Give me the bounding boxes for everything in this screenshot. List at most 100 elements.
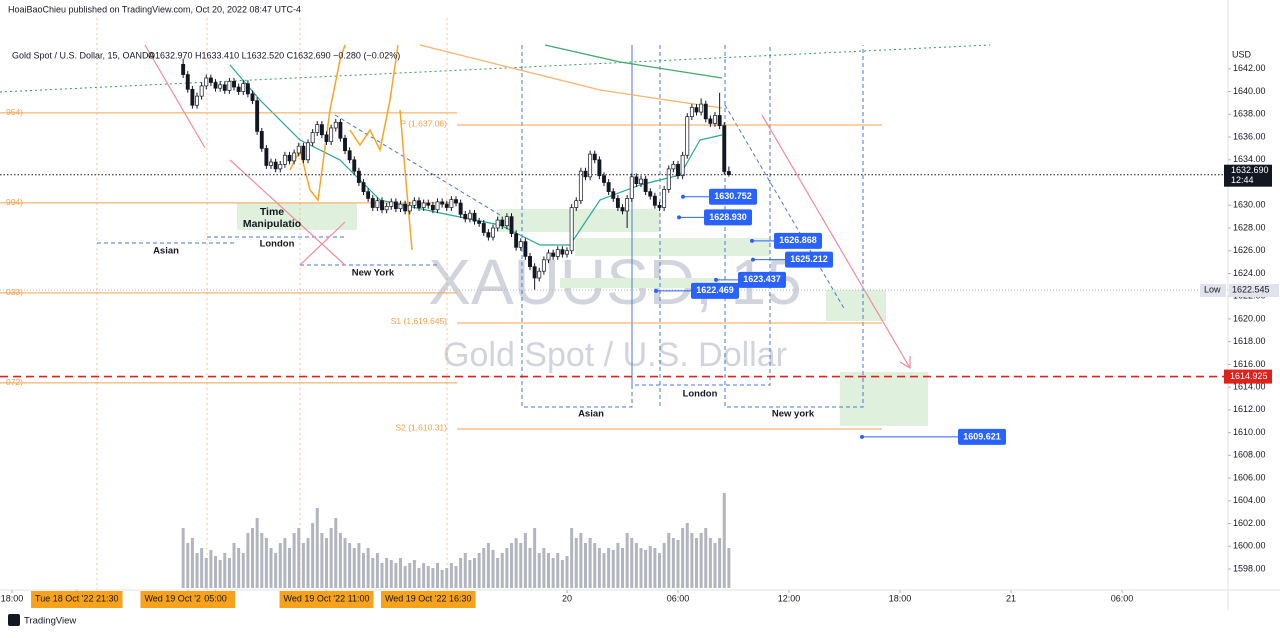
candle-body bbox=[324, 134, 329, 142]
watermark-subtitle: Gold Spot / U.S. Dollar bbox=[443, 336, 787, 374]
price-mark-box bbox=[785, 251, 833, 268]
price-mark-dot bbox=[681, 194, 685, 199]
y-tick-label: 1610.00 bbox=[1233, 427, 1266, 437]
candle-body bbox=[518, 241, 523, 248]
low-text: Low bbox=[1204, 284, 1221, 294]
candle-body bbox=[481, 223, 486, 233]
candle-body bbox=[222, 84, 227, 91]
y-tick-label: 1620.00 bbox=[1233, 313, 1266, 323]
volume-bar bbox=[445, 568, 449, 588]
price-mark-dot bbox=[751, 257, 755, 262]
candle-body bbox=[514, 233, 519, 248]
volume-bar bbox=[630, 538, 634, 588]
price-mark-box bbox=[704, 209, 752, 226]
candle-body bbox=[282, 154, 287, 165]
candle-body bbox=[250, 93, 255, 102]
candle-body bbox=[606, 182, 611, 192]
volume-bar bbox=[320, 533, 324, 588]
candle-body bbox=[301, 145, 306, 161]
volume-bar bbox=[408, 563, 412, 588]
volume-bar bbox=[306, 538, 310, 588]
candle-body bbox=[565, 250, 569, 255]
volume-bar bbox=[722, 493, 726, 588]
volume-bar bbox=[223, 553, 227, 588]
volume-bar bbox=[616, 543, 620, 588]
candle-body bbox=[500, 219, 505, 227]
volume-bar bbox=[278, 543, 282, 588]
volume-bar bbox=[625, 533, 629, 588]
candle-body bbox=[218, 84, 223, 89]
session-boxes bbox=[97, 45, 864, 408]
countdown: 12:44 bbox=[1231, 175, 1254, 185]
volume-bar bbox=[542, 548, 546, 588]
candle-body bbox=[477, 220, 482, 224]
y-tick-label: 1636.00 bbox=[1233, 131, 1266, 141]
volume-bar bbox=[648, 546, 652, 588]
volume-bar bbox=[547, 553, 551, 588]
x-tick-label: 06:00 bbox=[667, 593, 690, 603]
candle-body bbox=[504, 216, 509, 227]
candle-body bbox=[625, 198, 630, 212]
y-tick-label: 1634.00 bbox=[1233, 154, 1266, 164]
y-tick-label: 1606.00 bbox=[1233, 472, 1266, 482]
volume-bar bbox=[496, 558, 500, 588]
candle-body bbox=[204, 77, 209, 87]
volume-bar bbox=[283, 538, 287, 588]
candle-body bbox=[393, 201, 398, 210]
volume-bar bbox=[227, 558, 231, 588]
volume-bar bbox=[482, 548, 486, 588]
y-tick-label: 1602.00 bbox=[1233, 518, 1266, 528]
candle-body bbox=[426, 202, 431, 206]
x-tick-label: 05:00 bbox=[204, 593, 227, 603]
candle-body bbox=[181, 63, 186, 75]
volume-bar bbox=[195, 553, 199, 588]
volume-bar bbox=[264, 538, 268, 588]
volume-bar bbox=[426, 566, 430, 588]
volume-bar bbox=[681, 528, 685, 588]
volume-bar bbox=[528, 548, 532, 588]
candle-body bbox=[648, 191, 653, 197]
volume-bar bbox=[634, 543, 638, 588]
price-mark-label: 1630.752 bbox=[714, 191, 752, 201]
volume-bar bbox=[436, 563, 440, 588]
level-label: P (1,637.06) bbox=[400, 118, 447, 128]
volume-bar bbox=[292, 533, 296, 588]
y-tick-label: 1618.00 bbox=[1233, 336, 1266, 346]
candle-body bbox=[722, 125, 727, 172]
candle-body bbox=[227, 81, 232, 91]
volume-bar bbox=[477, 553, 481, 588]
candle-body bbox=[689, 107, 694, 117]
candle-body bbox=[620, 207, 625, 212]
volume-bar bbox=[348, 543, 352, 588]
y-tick-label: 1612.00 bbox=[1233, 404, 1266, 414]
session-label: Asian bbox=[578, 409, 604, 420]
volume-bar bbox=[375, 553, 379, 588]
candle-body bbox=[528, 256, 532, 267]
y-tick-label: 1614.00 bbox=[1233, 381, 1266, 391]
candle-body bbox=[398, 203, 403, 210]
volume-bar bbox=[667, 533, 671, 588]
price-mark-box bbox=[709, 188, 757, 205]
volume-bar bbox=[251, 528, 255, 588]
volume-bar bbox=[505, 548, 509, 588]
volume-bar bbox=[676, 540, 680, 588]
candle-body bbox=[412, 200, 417, 206]
candle-body bbox=[717, 115, 722, 127]
candle-body bbox=[389, 201, 394, 207]
alert-label: 1614.925 bbox=[1230, 371, 1268, 381]
session-label: Manipulatio bbox=[243, 218, 301, 230]
volume-bar bbox=[560, 560, 564, 588]
volume-bar bbox=[394, 563, 398, 588]
x-tick-highlight bbox=[279, 591, 374, 608]
candle-body bbox=[338, 121, 343, 139]
volume-bar bbox=[468, 560, 472, 588]
x-tick-highlight bbox=[200, 591, 231, 608]
volume-bar bbox=[241, 553, 245, 588]
volume-bar bbox=[301, 543, 305, 588]
candle-body bbox=[574, 200, 579, 208]
low-value: 1622.545 bbox=[1232, 284, 1270, 294]
candle-body bbox=[361, 182, 366, 192]
candle-body bbox=[278, 163, 283, 170]
low-value-box bbox=[1229, 283, 1279, 297]
